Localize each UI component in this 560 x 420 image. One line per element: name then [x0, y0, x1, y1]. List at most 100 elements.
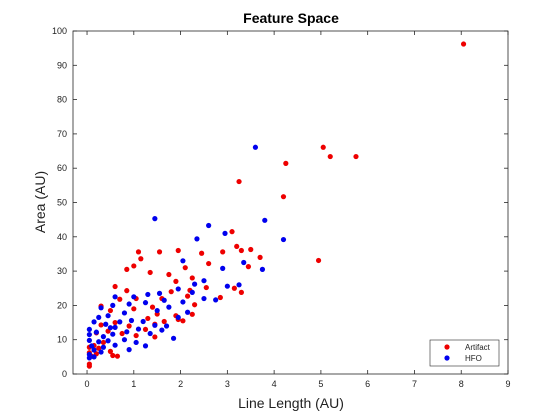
- point-hfo: [192, 281, 198, 287]
- point-hfo: [98, 349, 104, 355]
- point-hfo: [159, 327, 165, 333]
- point-hfo: [180, 258, 186, 264]
- point-artifact: [131, 263, 137, 269]
- y-tick-label: 80: [57, 95, 67, 105]
- point-hfo: [189, 289, 195, 295]
- point-hfo: [105, 313, 111, 319]
- point-artifact: [220, 249, 226, 255]
- x-tick-label: 6: [365, 379, 370, 389]
- x-axis-label: Line Length (AU): [238, 395, 344, 411]
- point-hfo: [126, 347, 132, 353]
- point-artifact: [206, 260, 212, 267]
- legend-marker-artifact: [444, 344, 450, 350]
- point-artifact: [86, 363, 92, 369]
- point-hfo: [220, 265, 226, 271]
- legend-marker-hfo: [444, 355, 450, 361]
- y-tick-label: 40: [57, 232, 67, 242]
- point-hfo: [128, 317, 135, 324]
- point-artifact: [192, 302, 198, 308]
- point-hfo: [121, 310, 128, 316]
- x-tick-label: 2: [178, 379, 183, 389]
- point-hfo: [166, 304, 172, 310]
- point-artifact: [234, 243, 240, 250]
- point-hfo: [112, 342, 118, 348]
- point-hfo: [262, 217, 268, 223]
- point-hfo: [213, 297, 219, 303]
- point-artifact: [131, 306, 137, 312]
- point-hfo: [86, 355, 92, 361]
- point-artifact: [315, 257, 322, 264]
- point-artifact: [156, 249, 163, 255]
- point-artifact: [199, 250, 205, 256]
- point-artifact: [257, 254, 263, 260]
- point-artifact: [149, 304, 156, 310]
- x-tick-label: 0: [85, 379, 90, 389]
- point-hfo: [161, 297, 167, 303]
- point-hfo: [163, 323, 170, 329]
- point-hfo: [280, 236, 287, 243]
- point-artifact: [145, 315, 151, 322]
- legend-box: [429, 339, 500, 367]
- x-tick-label: 8: [459, 379, 464, 389]
- point-hfo: [135, 326, 142, 332]
- point-hfo: [110, 331, 116, 337]
- point-artifact: [175, 247, 181, 254]
- point-artifact: [152, 334, 158, 340]
- point-artifact: [166, 271, 172, 278]
- point-artifact: [180, 318, 186, 324]
- chart-title: Feature Space: [243, 10, 339, 26]
- point-artifact: [320, 144, 326, 150]
- point-artifact: [203, 284, 209, 291]
- y-tick-label: 90: [57, 60, 67, 70]
- point-artifact: [124, 288, 130, 294]
- point-hfo: [131, 294, 137, 300]
- point-artifact: [96, 345, 102, 351]
- point-artifact: [107, 307, 114, 314]
- point-artifact: [238, 289, 244, 295]
- x-tick-label: 5: [318, 379, 323, 389]
- point-hfo: [91, 319, 97, 325]
- point-artifact: [142, 326, 149, 333]
- x-tick-label: 7: [412, 379, 417, 389]
- y-tick-label: 70: [57, 129, 67, 139]
- point-hfo: [236, 282, 242, 288]
- legend: Artifact HFO: [429, 339, 500, 367]
- point-hfo: [91, 347, 97, 353]
- point-hfo: [152, 216, 158, 222]
- y-tick-label: 50: [57, 198, 67, 208]
- point-hfo: [103, 321, 109, 327]
- point-artifact: [114, 353, 121, 359]
- point-hfo: [170, 335, 177, 341]
- point-artifact: [168, 289, 174, 295]
- y-tick-label: 100: [52, 26, 67, 36]
- y-axis-label: Area (AU): [32, 171, 48, 233]
- point-artifact: [231, 285, 237, 291]
- point-artifact: [189, 311, 195, 317]
- x-tick-label: 9: [505, 379, 510, 389]
- point-artifact: [100, 339, 107, 346]
- legend-label-artifact: Artifact: [465, 343, 491, 352]
- y-tick-label: 60: [57, 163, 67, 173]
- point-artifact: [112, 319, 118, 326]
- point-hfo: [156, 290, 163, 296]
- point-artifact: [138, 256, 144, 262]
- point-artifact: [119, 330, 125, 337]
- point-hfo: [86, 326, 92, 333]
- point-artifact: [245, 264, 252, 270]
- point-artifact: [135, 249, 142, 255]
- point-artifact: [117, 296, 123, 302]
- point-hfo: [100, 344, 107, 350]
- point-artifact: [238, 247, 244, 254]
- point-hfo: [96, 314, 102, 321]
- point-hfo: [154, 307, 160, 314]
- point-artifact: [248, 246, 254, 253]
- point-artifact: [283, 160, 289, 166]
- point-artifact: [126, 323, 132, 329]
- x-tick-label: 1: [131, 379, 136, 389]
- point-artifact: [147, 269, 153, 276]
- point-artifact: [189, 275, 195, 281]
- point-artifact: [460, 41, 467, 47]
- y-tick-label: 30: [57, 266, 67, 276]
- x-tick-label: 4: [272, 379, 277, 389]
